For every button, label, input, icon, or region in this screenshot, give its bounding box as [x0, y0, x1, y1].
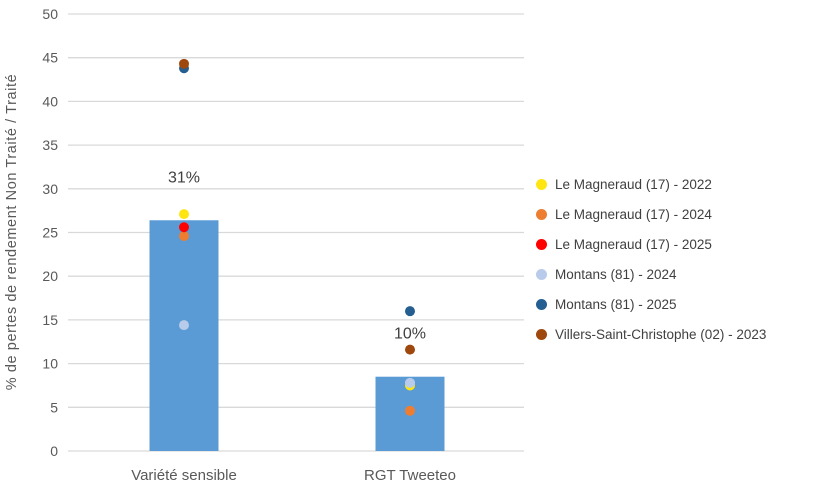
gridlines-layer — [68, 13, 524, 452]
legend-item: Le Magneraud (17) - 2024 — [536, 199, 766, 229]
data-point — [179, 230, 189, 241]
legend-label: Villers-Saint-Christophe (02) - 2023 — [555, 326, 767, 342]
y-tick-label: 0 — [50, 443, 58, 459]
x-axis-categories: Variété sensible RGT Tweeteo — [131, 467, 456, 484]
y-tick-label: 30 — [42, 181, 58, 197]
legend-label: Le Magneraud (17) - 2022 — [555, 176, 712, 192]
legend-item: Le Magneraud (17) - 2022 — [536, 169, 766, 199]
y-tick-label: 40 — [42, 93, 58, 109]
bar-labels-layer: 31% 10% — [168, 169, 426, 342]
y-axis-ticks: 0 5 10 15 20 25 30 35 40 45 50 — [42, 6, 58, 459]
y-tick-label: 5 — [50, 399, 58, 415]
category-label: RGT Tweeteo — [364, 467, 456, 484]
legend-marker-icon — [536, 268, 547, 280]
legend-item: Montans (81) - 2024 — [536, 259, 766, 289]
data-point — [179, 222, 189, 233]
y-tick-label: 35 — [42, 137, 58, 153]
y-tick-label: 50 — [42, 6, 58, 22]
legend-label: Montans (81) - 2025 — [555, 296, 677, 312]
data-point — [179, 58, 189, 69]
legend-marker-icon — [536, 178, 547, 190]
legend-label: Le Magneraud (17) - 2024 — [555, 206, 712, 222]
legend-marker-icon — [536, 238, 547, 250]
legend-item: Le Magneraud (17) - 2025 — [536, 229, 766, 259]
legend-marker-icon — [536, 208, 547, 220]
bar-value-label: 10% — [394, 326, 426, 343]
bar-value-label: 31% — [168, 169, 200, 186]
data-point — [405, 405, 415, 416]
data-point — [179, 209, 189, 220]
y-tick-label: 20 — [42, 268, 58, 284]
legend-item: Montans (81) - 2025 — [536, 289, 766, 319]
y-axis-title: % de pertes de rendement Non Traité / Tr… — [4, 74, 20, 391]
data-point — [405, 344, 415, 355]
legend-label: Montans (81) - 2024 — [555, 266, 677, 282]
y-tick-label: 15 — [42, 312, 58, 328]
data-point — [179, 320, 189, 331]
legend: Le Magneraud (17) - 2022 Le Magneraud (17… — [536, 169, 766, 349]
bar — [149, 220, 219, 451]
data-point — [405, 377, 415, 388]
plot-area: 0 5 10 15 20 25 30 35 40 45 50 31% 10% Variété sens… — [4, 6, 524, 484]
y-tick-label: 45 — [42, 50, 58, 66]
bars-layer — [149, 220, 445, 451]
scatter-points-layer — [179, 58, 415, 416]
category-label: Variété sensible — [131, 467, 237, 484]
legend-marker-icon — [536, 328, 547, 340]
data-point — [405, 306, 415, 317]
legend-marker-icon — [536, 298, 547, 310]
legend-item: Villers-Saint-Christophe (02) - 2023 — [536, 319, 766, 349]
y-tick-label: 10 — [42, 356, 58, 372]
legend-label: Le Magneraud (17) - 2025 — [555, 236, 712, 252]
y-tick-label: 25 — [42, 225, 58, 241]
